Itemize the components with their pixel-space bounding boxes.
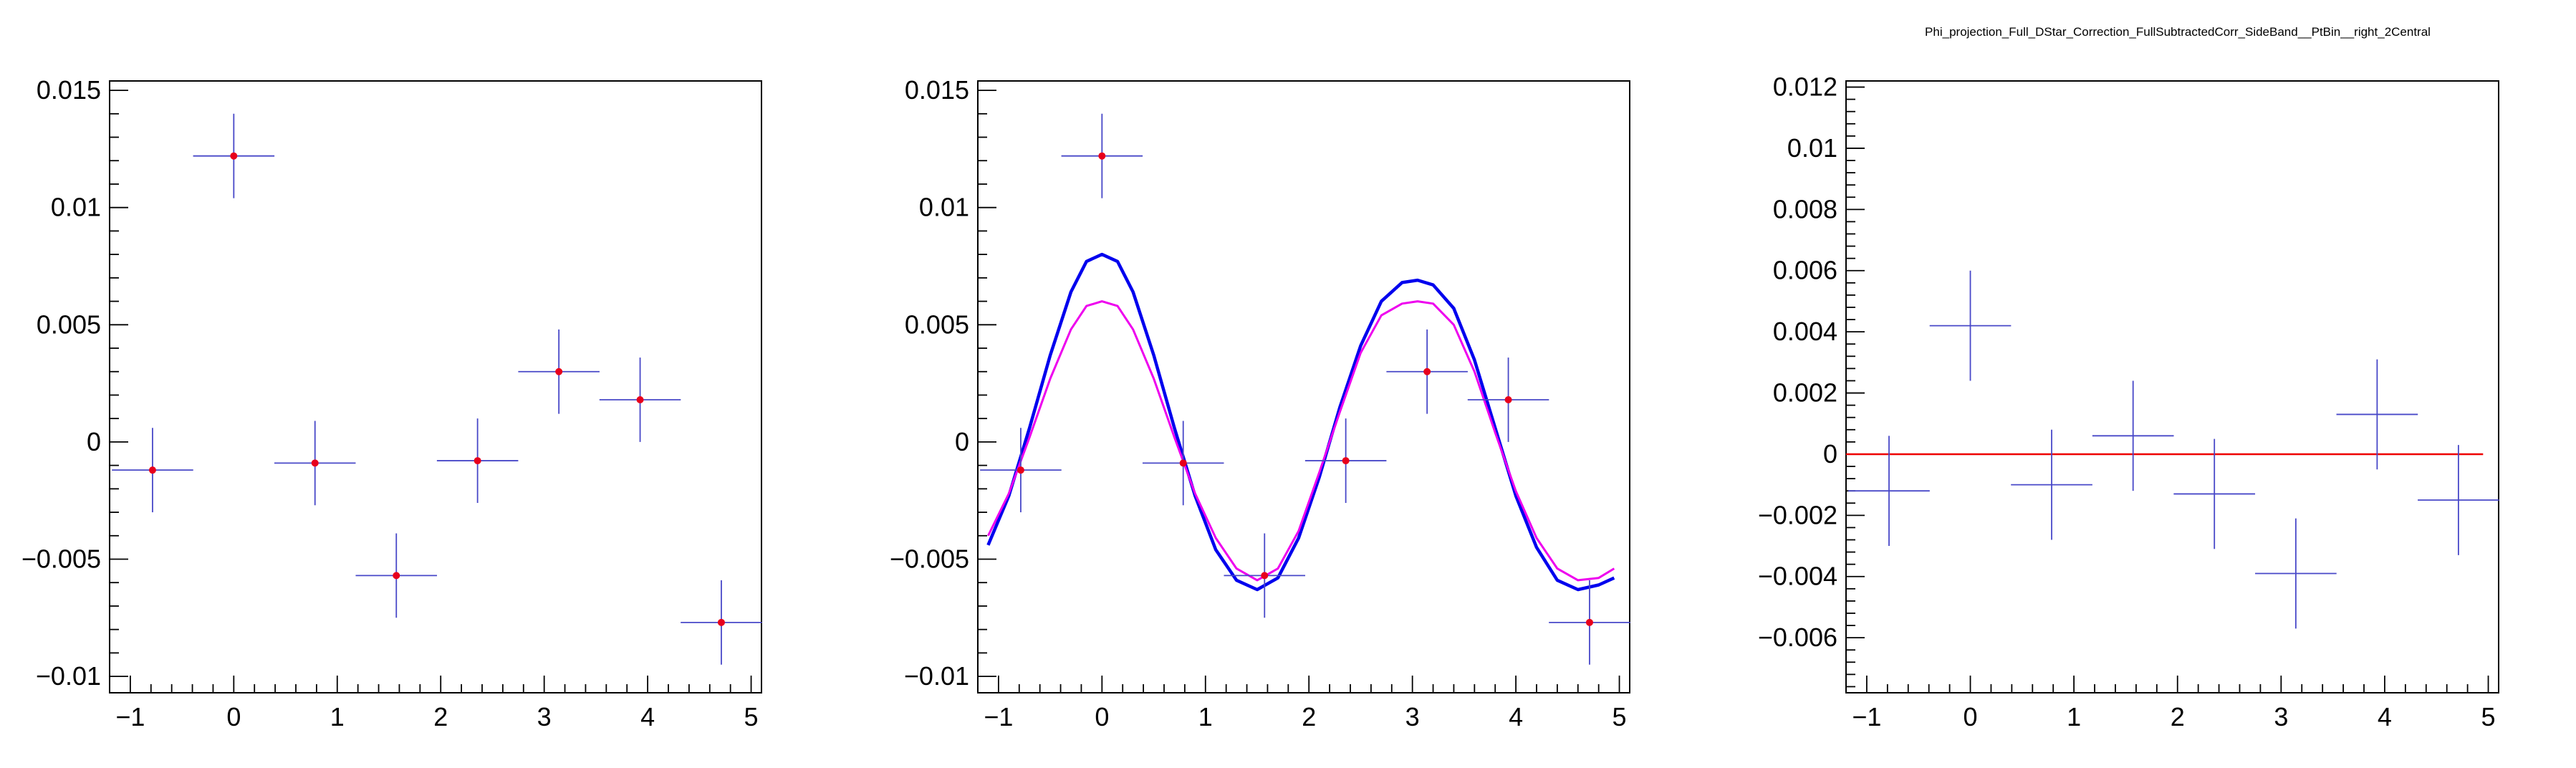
y-tick-label: −0.005 — [21, 544, 101, 573]
chart-panel-1: −1 0 1 2 3 4 5 −0.01 −0.005 0 0.005 0.01 0.015 — [21, 75, 762, 731]
point-marker — [555, 368, 563, 375]
point-marker — [1585, 618, 1593, 626]
x-tick-label: −1 — [984, 702, 1013, 731]
y-tick-label: 0 — [1823, 439, 1837, 469]
x-tick-label: 0 — [226, 702, 241, 731]
data-point — [2092, 380, 2174, 491]
y-tick-label: 0.008 — [1773, 194, 1837, 224]
data-point — [599, 357, 681, 442]
data-point — [1142, 421, 1224, 506]
x-tick-label: 2 — [433, 702, 448, 731]
x-tick-label: 5 — [744, 702, 759, 731]
x-tick-label: −1 — [115, 702, 145, 731]
y-tick-label: 0.005 — [37, 309, 101, 339]
y-tick-label: 0.012 — [1773, 72, 1837, 102]
chart-panel-2: −1 0 1 2 3 4 5 −0.01 −0.005 0 0.005 0.01 0.015 — [890, 75, 1630, 731]
plot-frame — [109, 80, 762, 693]
x-tick-label: 1 — [330, 702, 345, 731]
point-marker — [717, 618, 725, 626]
point-marker — [311, 459, 319, 467]
plot-frame — [977, 80, 1630, 693]
data-point — [274, 421, 356, 506]
x-tick-label: 4 — [2378, 702, 2392, 731]
point-marker — [1098, 152, 1106, 160]
point-marker — [1179, 459, 1187, 467]
y-tick-label: 0 — [955, 427, 969, 456]
y-tick-label: −0.01 — [904, 661, 969, 691]
y-tick-label: 0.015 — [37, 75, 101, 105]
point-marker — [636, 395, 644, 403]
point-marker — [1423, 368, 1431, 375]
y-tick-label: 0.005 — [905, 309, 969, 339]
y-tick-label: 0.015 — [905, 75, 969, 105]
point-marker — [1342, 457, 1350, 465]
data-point — [1224, 533, 1306, 618]
y-tick-label: 0.01 — [1787, 133, 1837, 163]
x-tick-label: 4 — [640, 702, 655, 731]
data-point — [1467, 357, 1549, 442]
y-tick-label: 0.01 — [919, 193, 969, 222]
data-point — [518, 329, 600, 414]
x-tick-label: 3 — [537, 702, 552, 731]
data-point — [1549, 580, 1630, 665]
point-marker — [1017, 466, 1024, 474]
figure-title: Phi_projection_Full_DStar_Correction_Ful… — [1925, 25, 2431, 39]
point-marker — [1261, 572, 1269, 580]
data-point — [2173, 438, 2256, 549]
data-point — [1848, 436, 1930, 547]
data-point — [193, 113, 275, 198]
data-point — [1061, 113, 1143, 198]
data-point — [2336, 359, 2418, 470]
y-tick-label: 0 — [87, 427, 101, 456]
y-tick-label: −0.005 — [890, 544, 969, 573]
x-tick-label: 4 — [1509, 702, 1523, 731]
fit-curve-magenta — [987, 300, 1615, 582]
point-marker — [474, 457, 481, 465]
data-point — [2011, 429, 2092, 540]
data-point — [1304, 418, 1387, 503]
x-tick-label: 5 — [1613, 702, 1627, 731]
data-point — [681, 580, 762, 665]
x-tick-label: 1 — [1198, 702, 1213, 731]
x-tick-label: 3 — [1405, 702, 1420, 731]
data-point — [1386, 329, 1468, 414]
x-tick-label: 3 — [2274, 702, 2288, 731]
y-tick-label: 0.006 — [1773, 256, 1837, 285]
x-tick-label: −1 — [1852, 702, 1881, 731]
y-tick-label: −0.002 — [1758, 500, 1837, 529]
y-tick-label: 0.002 — [1773, 378, 1837, 408]
point-marker — [1504, 395, 1512, 403]
plot-frame — [1845, 80, 2499, 693]
point-marker — [230, 152, 238, 160]
y-tick-label: −0.006 — [1758, 623, 1837, 652]
x-tick-label: 1 — [2067, 702, 2081, 731]
x-tick-label: 0 — [1964, 702, 1978, 731]
point-marker — [148, 466, 156, 474]
x-tick-label: 2 — [2171, 702, 2185, 731]
chart-panel-3: −1 0 1 2 3 4 5 −0.006 −0.004 −0.002 0 0.002 0.004 0.0… — [1758, 72, 2499, 731]
data-point — [2255, 518, 2337, 629]
data-point — [355, 533, 438, 618]
y-tick-label: −0.004 — [1758, 562, 1837, 591]
x-tick-label: 2 — [1302, 702, 1316, 731]
fit-curve-blue — [986, 252, 1615, 592]
data-point — [1929, 270, 2012, 381]
y-tick-label: 0.01 — [51, 193, 101, 222]
y-tick-label: −0.01 — [36, 661, 101, 691]
data-point — [980, 428, 1062, 513]
point-marker — [393, 572, 400, 580]
data-point — [2418, 445, 2499, 555]
x-tick-label: 5 — [2481, 702, 2496, 731]
data-point — [112, 428, 193, 513]
y-tick-label: 0.004 — [1773, 317, 1837, 346]
x-tick-label: 0 — [1095, 702, 1109, 731]
data-point — [436, 418, 519, 503]
